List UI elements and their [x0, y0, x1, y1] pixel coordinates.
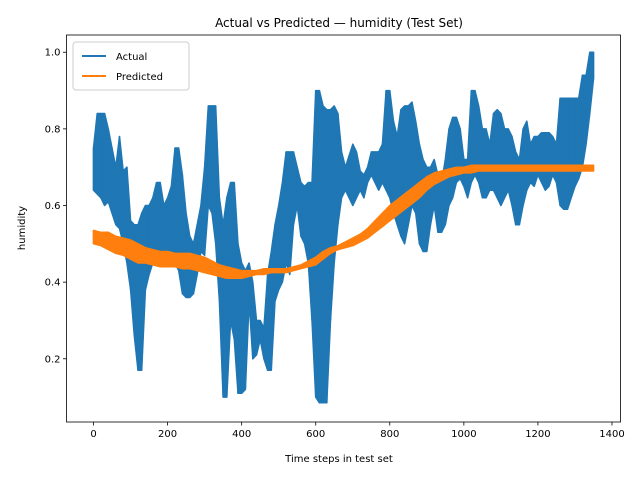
actual-envelope: [92, 51, 595, 404]
legend-label-actual: Actual: [116, 52, 147, 63]
x-tick-label: 400: [232, 429, 251, 440]
y-tick-label: 0.2: [45, 354, 61, 365]
y-axis-label: humidity: [17, 206, 28, 250]
x-axis-label: Time steps in test set: [284, 454, 393, 465]
y-tick-label: 1.0: [45, 48, 61, 59]
x-tick-label: 1200: [525, 429, 550, 440]
x-tick-label: 800: [380, 429, 399, 440]
y-tick-label: 0.6: [45, 201, 61, 212]
x-tick-label: 1400: [599, 429, 624, 440]
y-tick-label: 0.8: [45, 124, 61, 135]
plot-area: [66, 34, 621, 423]
y-axis: 0.2 0.4 0.6 0.8 1.0: [45, 48, 67, 365]
x-tick-label: 0: [90, 429, 96, 440]
x-tick-label: 1000: [451, 429, 476, 440]
series-predicted: [92, 164, 595, 280]
y-tick-label: 0.4: [45, 278, 61, 289]
chart-title: Actual vs Predicted — humidity (Test Set…: [215, 16, 463, 30]
legend-box: [72, 41, 190, 91]
plot-frame: [66, 34, 621, 423]
legend: Actual Predicted: [72, 41, 190, 91]
legend-label-predicted: Predicted: [116, 72, 163, 83]
x-tick-label: 200: [158, 429, 177, 440]
x-axis: 0 200 400 600 800 1000 1200 1400: [90, 422, 625, 440]
x-tick-label: 600: [306, 429, 325, 440]
